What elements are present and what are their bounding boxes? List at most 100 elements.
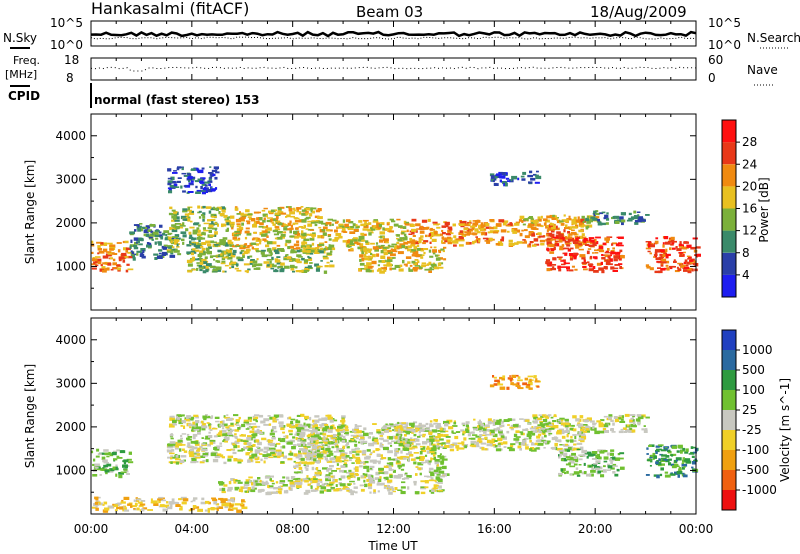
heatmap-cell xyxy=(470,440,477,444)
heatmap-cell xyxy=(207,227,212,229)
heatmap-cell xyxy=(355,453,360,456)
heatmap-cell xyxy=(345,444,348,447)
heatmap-cell xyxy=(338,223,344,227)
heatmap-cell xyxy=(364,460,369,464)
heatmap-cell xyxy=(103,242,108,246)
heatmap-cell xyxy=(418,467,422,471)
heatmap-cell xyxy=(252,264,257,268)
heatmap-cell xyxy=(387,464,391,466)
heatmap-cell xyxy=(288,486,291,490)
heatmap-cell xyxy=(204,437,211,440)
heatmap-cell xyxy=(241,506,248,510)
heatmap-cell xyxy=(329,452,334,456)
heatmap-cell xyxy=(534,181,540,184)
heatmap-cell xyxy=(564,227,570,230)
heatmap-cell xyxy=(216,433,222,436)
heatmap-cell xyxy=(575,418,580,422)
heatmap-cell xyxy=(515,430,520,433)
heatmap-cell xyxy=(559,221,562,224)
heatmap-cell xyxy=(319,250,324,254)
heatmap-cell xyxy=(246,489,252,492)
heatmap-cell xyxy=(303,224,306,228)
heatmap-cell xyxy=(270,480,274,482)
heatmap-cell xyxy=(429,267,432,271)
colorbar-segment xyxy=(722,230,736,253)
heatmap-cell xyxy=(349,459,352,462)
heatmap-cell xyxy=(244,246,250,249)
heatmap-cell xyxy=(203,222,210,225)
heatmap-cell xyxy=(335,459,342,463)
heatmap-cell xyxy=(567,236,573,239)
heatmap-cell xyxy=(499,175,503,179)
heatmap-cell xyxy=(589,465,592,468)
heatmap-cell xyxy=(493,428,498,432)
heatmap-cell xyxy=(120,501,126,504)
heatmap-cell xyxy=(268,250,273,254)
heatmap-cell xyxy=(214,176,218,180)
heatmap-cell xyxy=(412,250,419,255)
heatmap-cell xyxy=(181,444,186,446)
heatmap-cell xyxy=(551,425,555,429)
heatmap-cell xyxy=(307,220,312,223)
heatmap-cell xyxy=(367,476,372,480)
heatmap-cell xyxy=(273,249,279,252)
heatmap-cell xyxy=(234,486,240,490)
heatmap-cell xyxy=(519,448,522,451)
heatmap-cell xyxy=(327,441,331,445)
heatmap-cell xyxy=(540,439,546,442)
heatmap-cell xyxy=(277,452,282,456)
heatmap-cell xyxy=(202,270,207,274)
heatmap-cell xyxy=(573,443,577,446)
heatmap-cell xyxy=(286,254,289,256)
heatmap-cell xyxy=(356,242,361,246)
colorbar-tick-label: 28 xyxy=(742,135,757,149)
heatmap-cell xyxy=(678,467,682,469)
heatmap-cell xyxy=(655,449,660,453)
heatmap-cell xyxy=(326,438,330,441)
heatmap-cell xyxy=(241,448,245,451)
heatmap-cell xyxy=(253,211,260,214)
heatmap-cell xyxy=(227,508,234,511)
heatmap-cell xyxy=(388,245,395,248)
heatmap-cell xyxy=(314,424,318,428)
heatmap-cell xyxy=(221,502,227,507)
heatmap-cell xyxy=(161,497,165,500)
heatmap-cell xyxy=(158,249,163,252)
heatmap-cell xyxy=(308,451,314,455)
heatmap-cell xyxy=(392,490,396,493)
heatmap-cell xyxy=(312,479,318,484)
heatmap-cell xyxy=(201,267,204,270)
heatmap-cell xyxy=(421,219,428,223)
heatmap-cell xyxy=(572,448,575,451)
heatmap-cell xyxy=(589,473,594,477)
heatmap-cell xyxy=(204,509,208,512)
heatmap-cell xyxy=(594,467,600,471)
heatmap-cell xyxy=(222,256,229,259)
heatmap-cell xyxy=(196,227,200,230)
heatmap-cell xyxy=(189,210,194,214)
heatmap-cell xyxy=(660,467,664,471)
heatmap-cell xyxy=(613,416,618,420)
heatmap-cell xyxy=(278,207,282,212)
heatmap-cell xyxy=(306,250,311,253)
heatmap-cell xyxy=(331,223,334,226)
heatmap-cell xyxy=(216,445,223,447)
heatmap-cell xyxy=(576,442,583,445)
heatmap-cell xyxy=(326,469,330,472)
heatmap-cell xyxy=(484,240,491,242)
heatmap-cell xyxy=(230,429,233,433)
heatmap-cell xyxy=(549,222,553,226)
heatmap-cell xyxy=(407,249,412,252)
heatmap-cell xyxy=(208,240,215,244)
heatmap-cell xyxy=(365,268,371,272)
heatmap-cell xyxy=(442,232,446,235)
heatmap-cell xyxy=(389,424,395,428)
time-axis-label: Time UT xyxy=(367,539,418,553)
heatmap-cell xyxy=(453,244,457,247)
heatmap-cell xyxy=(266,235,269,238)
heatmap-cell xyxy=(245,209,250,213)
heatmap-cell xyxy=(665,255,669,259)
heatmap-cell xyxy=(605,250,609,253)
heatmap-cell xyxy=(619,265,622,269)
heatmap-cell xyxy=(434,439,440,442)
